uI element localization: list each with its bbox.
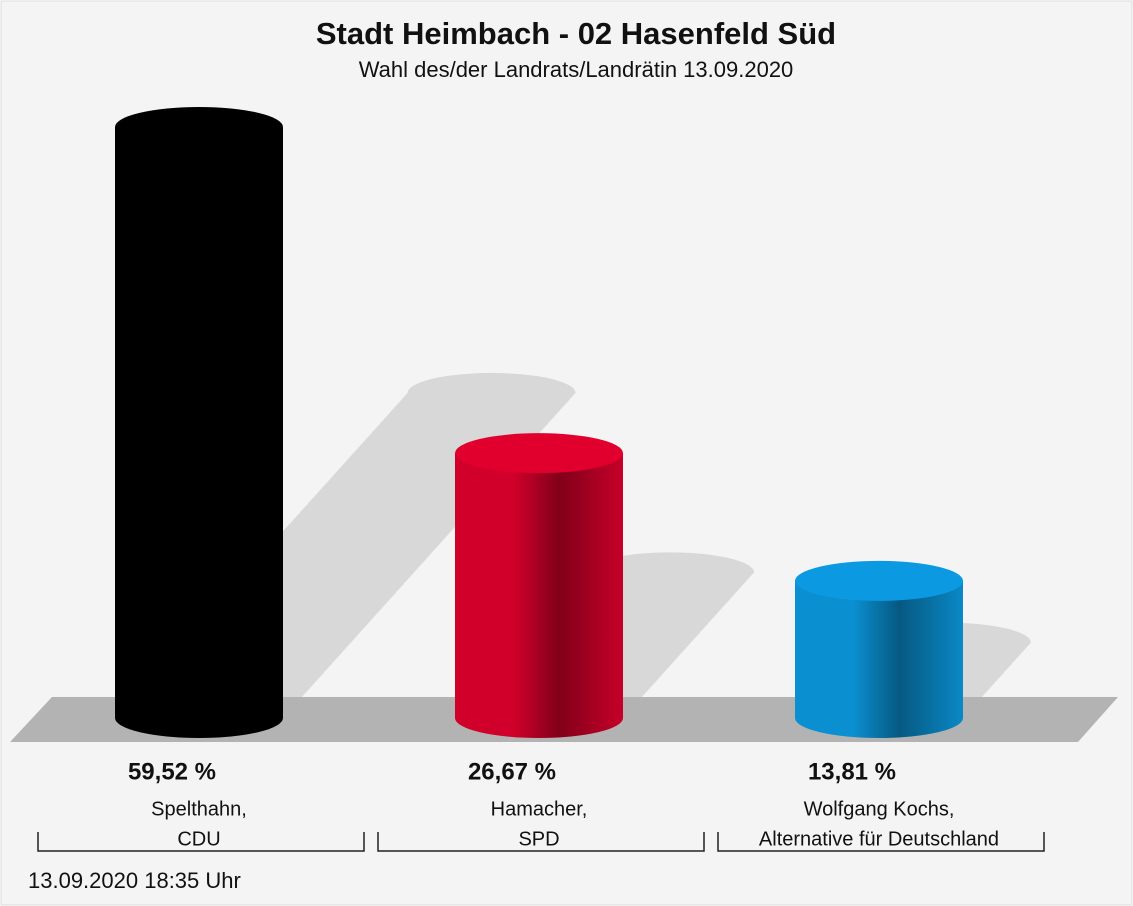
bar-top bbox=[795, 560, 963, 601]
footnote: 13.09.2020 18:35 Uhr bbox=[28, 868, 241, 893]
bracket bbox=[377, 832, 705, 852]
value-label: 13,81 % bbox=[808, 758, 896, 785]
x-tick-label: CDU bbox=[177, 828, 220, 850]
x-tick-label: Wolfgang Kochs, bbox=[804, 798, 955, 820]
value-label: 59,52 % bbox=[128, 758, 216, 785]
bar bbox=[795, 580, 963, 738]
x-tick-label: Alternative für Deutschland bbox=[759, 828, 999, 850]
bar-top bbox=[115, 106, 283, 147]
bar bbox=[455, 453, 623, 738]
chart-title: Stadt Heimbach - 02 Hasenfeld Süd bbox=[316, 16, 836, 51]
bar bbox=[115, 126, 283, 738]
chart-subtitle: Wahl des/der Landrats/Landrätin 13.09.20… bbox=[359, 57, 794, 82]
x-tick-label: Spelthahn, bbox=[151, 798, 247, 820]
x-tick-label: Hamacher, bbox=[491, 798, 588, 820]
bar-top bbox=[455, 433, 623, 474]
bracket bbox=[717, 832, 1045, 852]
bracket bbox=[37, 832, 365, 852]
value-label: 26,67 % bbox=[468, 758, 556, 785]
x-tick-label: SPD bbox=[518, 828, 559, 850]
